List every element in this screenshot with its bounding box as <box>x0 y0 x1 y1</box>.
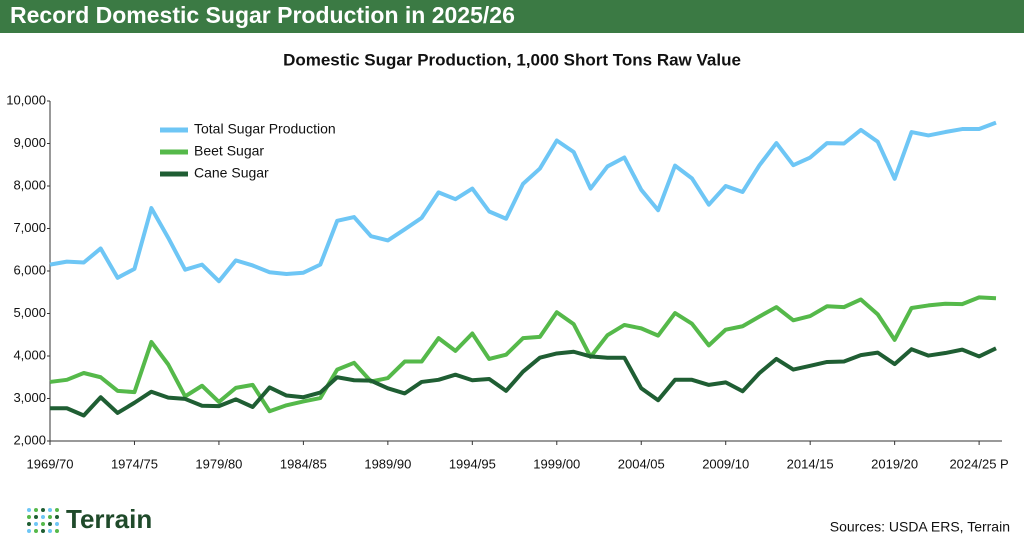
x-tick-label: 1984/85 <box>280 456 327 471</box>
header-bar <box>0 0 1024 33</box>
source-note: Sources: USDA ERS, Terrain <box>830 519 1010 535</box>
series-line <box>49 120 997 284</box>
legend-label: Cane Sugar <box>194 165 269 181</box>
x-tick-label: 1999/00 <box>533 456 580 471</box>
y-tick-label: 2,000 <box>13 432 46 447</box>
logo-text: Terrain <box>66 504 152 534</box>
x-tick-label: 1989/90 <box>364 456 411 471</box>
y-tick-label: 10,000 <box>6 92 46 107</box>
x-tick-label: 1979/80 <box>195 456 242 471</box>
x-tick-label: 2009/10 <box>702 456 749 471</box>
x-tick-label: 1994/95 <box>449 456 496 471</box>
series-line <box>49 295 997 414</box>
x-tick-label: 2024/25 P <box>949 456 1008 471</box>
y-tick-label: 8,000 <box>13 177 46 192</box>
header-title: Record Domestic Sugar Production in 2025… <box>10 2 515 28</box>
y-tick-label: 7,000 <box>13 220 46 235</box>
legend-label: Beet Sugar <box>194 143 264 159</box>
y-tick-label: 9,000 <box>13 135 46 150</box>
y-tick-label: 6,000 <box>13 262 46 277</box>
y-tick-label: 4,000 <box>13 347 46 362</box>
x-tick-label: 2014/15 <box>787 456 834 471</box>
x-tick-label: 2019/20 <box>871 456 918 471</box>
series-line <box>50 346 997 418</box>
chart-title: Domestic Sugar Production, 1,000 Short T… <box>283 50 741 69</box>
y-tick-label: 3,000 <box>13 390 46 405</box>
y-tick-label: 5,000 <box>13 305 46 320</box>
x-tick-label: 1974/75 <box>111 456 158 471</box>
x-tick-label: 1969/70 <box>27 456 74 471</box>
legend-label: Total Sugar Production <box>194 121 336 137</box>
logo-icon <box>27 508 59 533</box>
x-tick-label: 2004/05 <box>618 456 665 471</box>
